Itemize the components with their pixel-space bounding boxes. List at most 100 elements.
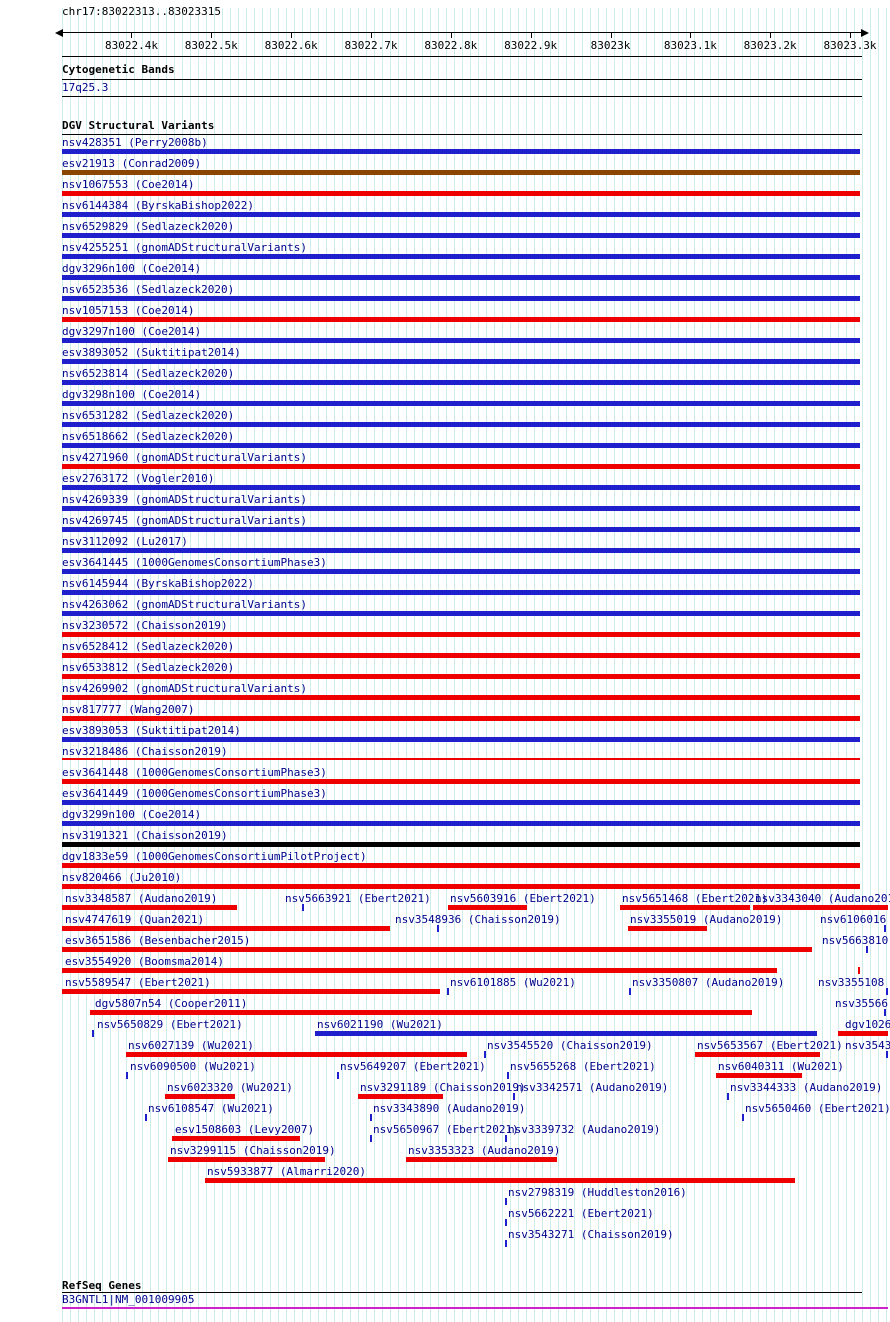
variant-label[interactable]: nsv3218486 (Chaisson2019) [62,745,228,758]
variant-bar[interactable] [205,1178,795,1183]
variant-label[interactable]: nsv3548936 (Chaisson2019) [395,913,561,926]
variant-label[interactable]: nsv6021190 (Wu2021) [317,1018,443,1031]
variant-tick[interactable] [92,1030,94,1037]
variant-tick[interactable] [126,1072,128,1079]
variant-label[interactable]: nsv5663921 (Ebert2021) [285,892,431,905]
variant-bar[interactable] [62,548,860,553]
variant-label[interactable]: nsv6531282 (Sedlazeck2020) [62,409,235,422]
variant-label[interactable]: nsv4263062 (gnomADStructuralVariants) [62,598,308,611]
variant-bar[interactable] [62,338,860,343]
variant-tick[interactable] [145,1114,147,1121]
variant-bar[interactable] [62,863,860,868]
variant-bar[interactable] [62,758,860,760]
variant-tick[interactable] [866,946,868,953]
variant-label[interactable]: dgv3296n100 (Coe2014) [62,262,202,275]
variant-label[interactable]: nsv6027139 (Wu2021) [128,1039,254,1052]
variant-label[interactable]: nsv3348587 (Audano2019) [65,892,218,905]
variant-bar[interactable] [695,1052,820,1057]
variant-bar[interactable] [168,1157,325,1162]
variant-label[interactable]: nsv5653567 (Ebert2021) [697,1039,843,1052]
variant-bar[interactable] [62,212,860,217]
variant-bar[interactable] [62,968,777,973]
variant-label[interactable]: nsv1057153 (Coe2014) [62,304,195,317]
variant-label[interactable]: nsv6529829 (Sedlazeck2020) [62,220,235,233]
variant-label[interactable]: esv3893053 (Suktitipat2014) [62,724,241,737]
variant-label[interactable]: esv2763172 (Vogler2010) [62,472,215,485]
variant-label[interactable]: nsv3543271 (Chaisson2019) [508,1228,674,1241]
variant-tick[interactable] [858,967,860,974]
variant-tick[interactable] [505,1240,507,1247]
variant-label[interactable]: esv1508603 (Levy2007) [175,1123,315,1136]
variant-bar[interactable] [172,1136,300,1141]
variant-label[interactable]: nsv4269902 (gnomADStructuralVariants) [62,682,308,695]
variant-bar[interactable] [406,1157,557,1162]
variant-tick[interactable] [447,988,449,995]
variant-label[interactable]: nsv3230572 (Chaisson2019) [62,619,228,632]
variant-label[interactable]: nsv6518662 (Sedlazeck2020) [62,430,235,443]
variant-bar[interactable] [62,254,860,259]
variant-label[interactable]: nsv5651468 (Ebert2021) [622,892,768,905]
variant-label[interactable]: nsv5603916 (Ebert2021) [450,892,596,905]
variant-bar[interactable] [126,1052,467,1057]
variant-tick[interactable] [884,1009,886,1016]
variant-bar[interactable] [62,422,860,427]
variant-bar[interactable] [448,905,527,910]
variant-label[interactable]: nsv3299115 (Chaisson2019) [170,1144,336,1157]
variant-tick[interactable] [884,925,886,932]
variant-label[interactable]: esv21913 (Conrad2009) [62,157,202,170]
variant-bar[interactable] [62,317,860,322]
variant-tick[interactable] [337,1072,339,1079]
cytoband-label[interactable]: 17q25.3 [62,81,109,94]
variant-tick[interactable] [302,904,304,911]
variant-tick[interactable] [505,1135,507,1142]
variant-bar[interactable] [62,779,860,784]
variant-tick[interactable] [437,925,439,932]
variant-bar[interactable] [62,359,860,364]
variant-bar[interactable] [62,800,860,805]
variant-label[interactable]: nsv428351 (Perry2008b) [62,136,208,149]
variant-tick[interactable] [507,1072,509,1079]
variant-label[interactable]: nsv5649207 (Ebert2021) [340,1060,486,1073]
variant-bar[interactable] [62,716,860,721]
variant-label[interactable]: nsv35439 [845,1039,890,1052]
variant-bar[interactable] [716,1073,802,1078]
variant-label[interactable]: esv3641445 (1000GenomesConsortiumPhase3) [62,556,327,569]
variant-label[interactable]: esv3554920 (Boomsma2014) [65,955,224,968]
variant-label[interactable]: dgv3297n100 (Coe2014) [62,325,202,338]
variant-bar[interactable] [62,485,860,490]
ruler-left-arrow-icon[interactable] [55,29,63,37]
variant-tick[interactable] [370,1114,372,1121]
variant-label[interactable]: nsv3343040 (Audano2019) [755,892,890,905]
variant-label[interactable]: nsv6145944 (ByrskaBishop2022) [62,577,255,590]
variant-tick[interactable] [505,1198,507,1205]
variant-bar[interactable] [315,1031,817,1036]
variant-label[interactable]: nsv2798319 (Huddleston2016) [508,1186,687,1199]
variant-label[interactable]: nsv5655268 (Ebert2021) [510,1060,656,1073]
variant-bar[interactable] [358,1094,443,1099]
variant-bar[interactable] [62,821,860,826]
variant-bar[interactable] [62,443,860,448]
variant-label[interactable]: nsv6144384 (ByrskaBishop2022) [62,199,255,212]
variant-label[interactable]: esv3641448 (1000GenomesConsortiumPhase3) [62,766,327,779]
variant-label[interactable]: nsv35566 [835,997,888,1010]
variant-bar[interactable] [62,947,812,952]
variant-label[interactable]: nsv5650829 (Ebert2021) [97,1018,243,1031]
variant-label[interactable]: nsv5663810 [822,934,889,947]
variant-label[interactable]: nsv817777 (Wang2007) [62,703,195,716]
variant-label[interactable]: nsv820466 (Ju2010) [62,871,182,884]
variant-label[interactable]: nsv5650460 (Ebert2021) [745,1102,890,1115]
variant-bar[interactable] [62,590,860,595]
variant-tick[interactable] [370,1135,372,1142]
variant-tick[interactable] [513,1093,515,1100]
variant-label[interactable]: dgv3298n100 (Coe2014) [62,388,202,401]
variant-label[interactable]: nsv3545520 (Chaisson2019) [487,1039,653,1052]
variant-label[interactable]: esv3641449 (1000GenomesConsortiumPhase3) [62,787,327,800]
variant-label[interactable]: nsv4255251 (gnomADStructuralVariants) [62,241,308,254]
variant-tick[interactable] [886,1051,888,1058]
variant-bar[interactable] [62,611,860,616]
variant-label[interactable]: nsv4269339 (gnomADStructuralVariants) [62,493,308,506]
variant-label[interactable]: nsv3112092 (Lu2017) [62,535,188,548]
variant-bar[interactable] [62,674,860,679]
variant-tick[interactable] [629,988,631,995]
